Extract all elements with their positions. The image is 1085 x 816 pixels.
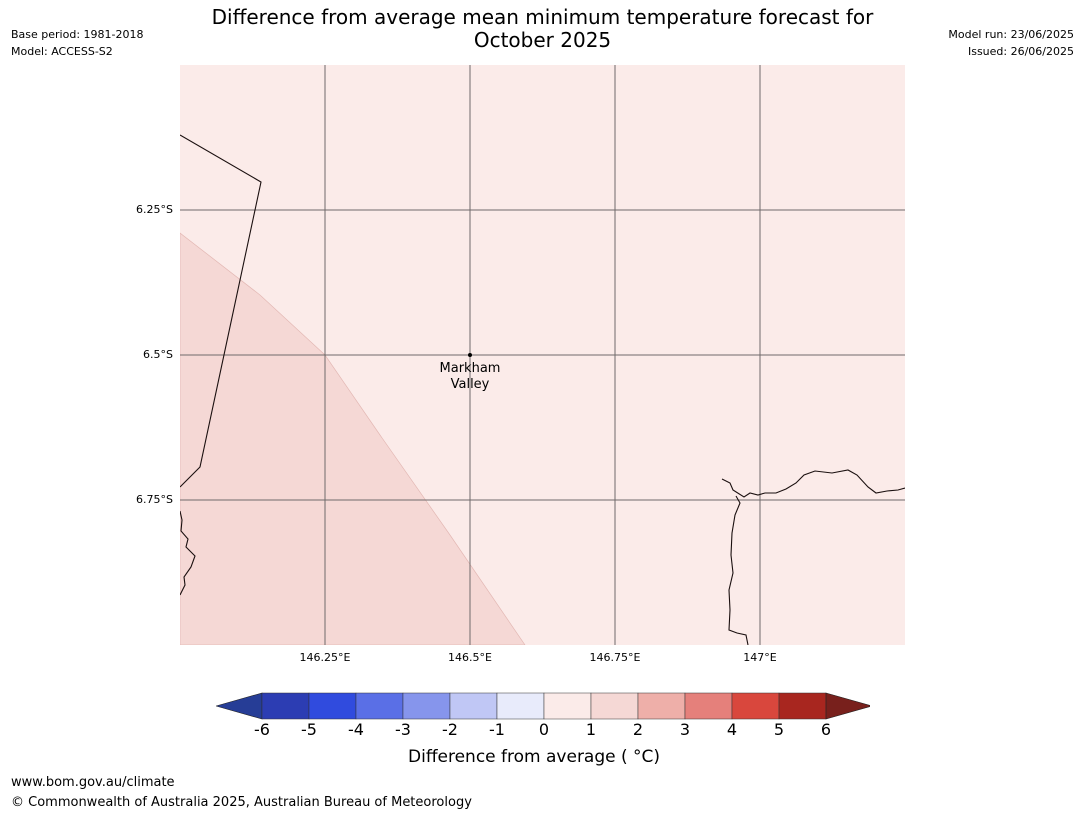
issued-text: Issued: 26/06/2025: [967, 45, 1074, 58]
boundaries: [180, 134, 905, 645]
colorbar-tick-label: 1: [585, 720, 597, 739]
colorbar-tick-label: -2: [442, 720, 458, 739]
colorbar-segment: [355, 692, 404, 720]
header-right-meta: Model run: 23/06/2025 Issued: 26/06/2025: [948, 26, 1074, 60]
colorbar-segment: [590, 692, 639, 720]
title-line-2: October 2025: [473, 28, 612, 52]
model-run-text: Model run: 23/06/2025: [948, 28, 1074, 41]
lon-label-146-25: 146.25°E: [299, 651, 351, 664]
title-line-1: Difference from average mean minimum tem…: [211, 5, 874, 29]
map-title: Difference from average mean minimum tem…: [150, 6, 935, 52]
lat-label-6-75: 6.75°S: [136, 493, 173, 506]
header-left-meta: Base period: 1981-2018 Model: ACCESS-S2: [11, 26, 143, 60]
colorbar-extend-high: [825, 692, 870, 720]
lon-label-146-5: 146.5°E: [448, 651, 492, 664]
copyright-text: © Commonwealth of Australia 2025, Austra…: [11, 795, 472, 810]
colorbar-tick-label: -5: [301, 720, 317, 739]
coastline-east: [721, 469, 905, 498]
forecast-map: Markham Valley: [180, 65, 905, 645]
markham-valley-marker: [468, 353, 472, 357]
colorbar-tick-label: -1: [489, 720, 505, 739]
colorbar-segment: [261, 692, 310, 720]
colorbar-segment: [778, 692, 827, 720]
colorbar-tick-label: 5: [773, 720, 785, 739]
colorbar-tick-label: 2: [632, 720, 644, 739]
colorbar-extend-low: [216, 692, 263, 720]
lon-label-146-75: 146.75°E: [589, 651, 641, 664]
colorbar: [216, 692, 870, 720]
base-period-text: Base period: 1981-2018: [11, 28, 144, 41]
location-label-line-2: Valley: [451, 377, 490, 392]
colorbar-tick-label: 0: [538, 720, 550, 739]
colorbar-tick-label: -4: [348, 720, 364, 739]
colorbar-segment: [637, 692, 686, 720]
colorbar-tick-label: -3: [395, 720, 411, 739]
colorbar-label: Difference from average ( °C): [408, 747, 661, 767]
lat-label-6-25: 6.25°S: [136, 203, 173, 216]
model-text: Model: ACCESS-S2: [11, 45, 113, 58]
colorbar-segment: [684, 692, 733, 720]
lat-label-6-5: 6.5°S: [143, 348, 173, 361]
colorbar-tick-label: 4: [726, 720, 738, 739]
colorbar-tick-label: 3: [679, 720, 691, 739]
colorbar-segment: [308, 692, 357, 720]
graticule: [180, 65, 905, 645]
anomaly-zone-1-to-2: [180, 232, 526, 645]
district-boundary-line: [180, 134, 262, 488]
website-link[interactable]: www.bom.gov.au/climate: [11, 775, 175, 790]
coastline-west: [180, 510, 196, 596]
location-label-line-1: Markham: [440, 361, 501, 376]
river-line: [728, 495, 749, 645]
colorbar-segment: [449, 692, 498, 720]
lon-label-147: 147°E: [743, 651, 777, 664]
colorbar-tick-label: -6: [254, 720, 270, 739]
colorbar-tick-label: 6: [820, 720, 832, 739]
colorbar-segment: [402, 692, 451, 720]
colorbar-segment: [543, 692, 592, 720]
colorbar-segment: [731, 692, 780, 720]
colorbar-segment: [496, 692, 545, 720]
